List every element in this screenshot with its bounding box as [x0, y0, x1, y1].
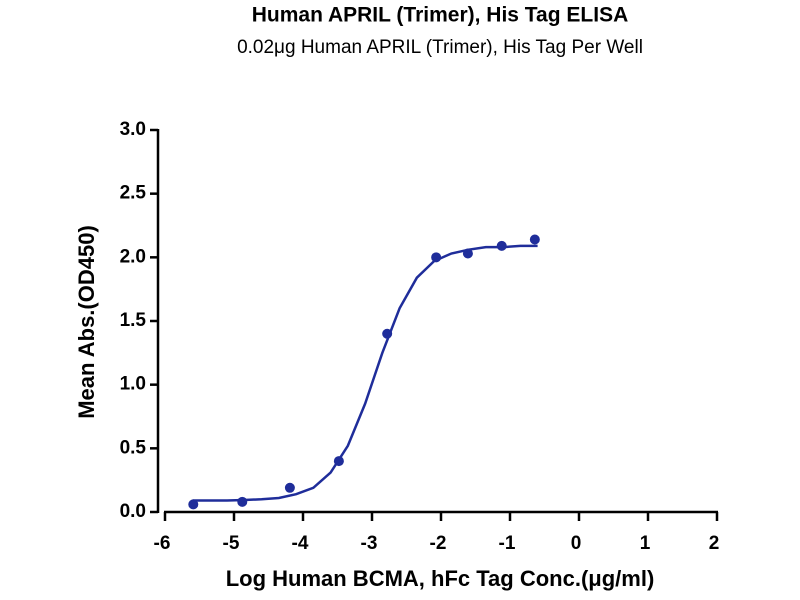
chart-subtitle: 0.02μg Human APRIL (Trimer), His Tag Per… [237, 37, 643, 58]
y-axis-label: Mean Abs.(OD450) [74, 225, 99, 419]
y-tick-label: 1.5 [120, 310, 147, 331]
x-tick-label: -3 [361, 533, 378, 554]
x-tick-label: -4 [292, 533, 309, 554]
fit-curve [192, 244, 538, 502]
y-tick-label: 0.5 [120, 437, 147, 458]
x-axis-label: Log Human BCMA, hFc Tag Conc.(μg/ml) [226, 566, 655, 591]
data-point [284, 482, 295, 493]
chart-title: Human APRIL (Trimer), His Tag ELISA [252, 4, 629, 27]
data-point [529, 234, 540, 245]
data-point [188, 499, 199, 510]
x-tick-label: 0 [571, 533, 582, 554]
x-tick-label: 1 [640, 533, 651, 554]
y-tick-label: 2.5 [120, 183, 147, 204]
x-tick-label: 2 [709, 533, 720, 554]
data-point [237, 496, 248, 507]
x-tick-label: -1 [499, 533, 516, 554]
y-tick-label: 0.0 [120, 501, 146, 522]
y-tick-label: 3.0 [120, 119, 146, 140]
x-tick-label: -5 [223, 533, 240, 554]
y-tick-label: 2.0 [120, 246, 146, 267]
x-tick-label: -6 [154, 533, 171, 554]
x-tick-label: -2 [430, 533, 447, 554]
y-tick-label: 1.0 [120, 374, 146, 395]
